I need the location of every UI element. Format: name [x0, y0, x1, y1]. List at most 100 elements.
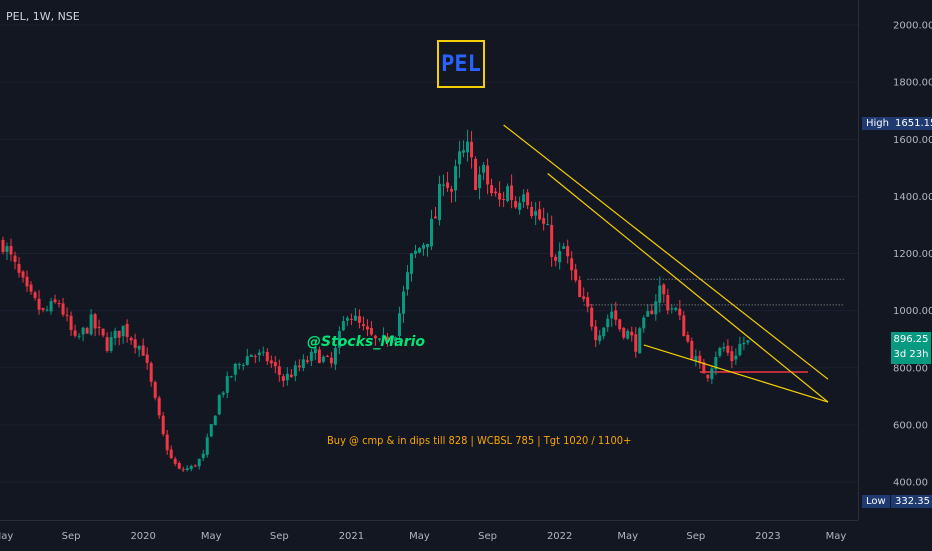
candle-body [626, 331, 630, 339]
y-tick-label: 1000.00 [893, 306, 932, 317]
candle-body [317, 349, 321, 364]
candle-body [554, 256, 558, 261]
candle-body [686, 335, 690, 342]
logo-text: PEL [441, 51, 481, 77]
candle-body [89, 314, 93, 335]
candle-body [5, 246, 9, 252]
candle-body [301, 359, 305, 369]
y-tick-label: 1600.00 [893, 135, 932, 146]
candle-body [466, 141, 470, 153]
candle-body [21, 271, 25, 278]
bar-countdown: 3d 23h [893, 349, 929, 360]
candle-body [57, 303, 61, 305]
candle-body [73, 330, 77, 336]
candle-body [598, 335, 602, 341]
candle-body [69, 315, 73, 331]
candle-body [325, 355, 329, 357]
time-axis[interactable] [0, 520, 858, 551]
candle-body [85, 328, 89, 334]
candle-body [117, 330, 121, 338]
candle-body [349, 318, 353, 320]
candle-body [634, 334, 638, 352]
candle-body [213, 415, 217, 426]
candle-body [81, 327, 85, 335]
candle-body [506, 186, 510, 202]
candle-body [245, 356, 249, 366]
candle-body [454, 166, 458, 191]
candle-body [638, 328, 642, 354]
candle-body [133, 339, 137, 348]
candle-body [578, 280, 582, 298]
candle-body [385, 336, 389, 343]
x-tick-label: 2020 [130, 531, 155, 542]
candle-body [417, 247, 421, 253]
candle-body [602, 327, 606, 337]
candle-body [546, 224, 550, 226]
candle-body [682, 315, 686, 337]
candles [1, 129, 750, 473]
candle-body [738, 343, 742, 356]
author-watermark: @Stocks_Mario [307, 334, 426, 350]
symbol-header[interactable]: PEL, 1W, NSE [6, 10, 80, 23]
x-tick-label: Sep [270, 531, 289, 542]
candle-body [666, 294, 670, 311]
candle-body [570, 258, 574, 271]
y-tick-label: 2000.00 [893, 21, 932, 32]
candle-body [389, 339, 393, 343]
candle-body [698, 355, 702, 363]
candle-body [205, 437, 209, 455]
candle-body [269, 360, 273, 364]
low-label: Low [862, 495, 890, 508]
low-value: 332.35 [891, 495, 932, 508]
candle-body [450, 189, 454, 192]
price-axis[interactable] [858, 0, 932, 520]
trendline [547, 173, 829, 403]
candle-body [165, 434, 169, 451]
y-axis-ticks: 400.00 600.00 800.00 1000.00 1200.00 1400.00 1… [893, 21, 932, 489]
candle-body [241, 364, 245, 366]
candle-body [345, 317, 349, 321]
candle-body [694, 356, 698, 361]
candle-body [514, 200, 518, 208]
candle-body [305, 360, 309, 362]
candle-body [253, 356, 257, 358]
candle-body [337, 331, 341, 348]
candle-body [746, 340, 750, 343]
x-tick-label: 2021 [339, 531, 364, 542]
candle-body [373, 335, 377, 339]
x-axis-ticks: May Sep 2020 May Sep 2021 May Sep 2022 May Sep 2023… [0, 531, 846, 542]
y-tick-label: 1800.00 [893, 78, 932, 89]
candle-body [285, 373, 289, 381]
candle-body [606, 318, 610, 328]
candle-body [710, 368, 714, 380]
candle-body [137, 346, 141, 350]
candle-body [654, 301, 658, 315]
candle-body [566, 246, 570, 257]
candle-body [37, 298, 41, 310]
candle-body [209, 424, 213, 437]
candle-body [586, 297, 590, 307]
candle-body [718, 348, 722, 356]
candle-body [702, 362, 706, 374]
candle-body [157, 397, 161, 416]
x-tick-label: May [0, 531, 13, 542]
candle-body [45, 309, 49, 311]
candle-body [61, 303, 65, 315]
candle-body [313, 348, 317, 354]
candle-body [490, 185, 494, 194]
candle-body [169, 449, 173, 459]
candle-body [341, 321, 345, 331]
candle-body [365, 326, 369, 330]
candle-body [594, 326, 598, 341]
y-tick-label: 400.00 [893, 478, 928, 489]
logo-badge: PEL [437, 40, 485, 88]
candle-body [357, 316, 361, 323]
candle-body [714, 356, 718, 370]
candle-body [590, 307, 594, 327]
candle-body [486, 165, 490, 185]
candle-body [430, 218, 434, 247]
candle-body [261, 351, 265, 353]
candle-body [670, 308, 674, 310]
candle-body [369, 327, 373, 335]
